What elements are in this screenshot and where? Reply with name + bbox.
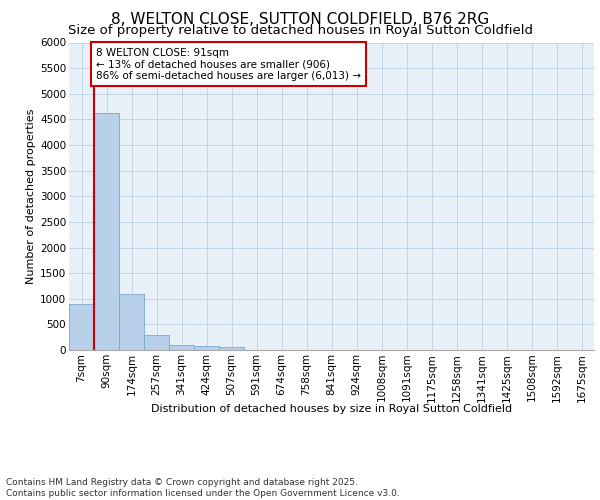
Bar: [94, 113, 119, 350]
Bar: [69, 304, 94, 350]
Text: Contains HM Land Registry data © Crown copyright and database right 2025.
Contai: Contains HM Land Registry data © Crown c…: [6, 478, 400, 498]
Bar: [169, 345, 194, 350]
X-axis label: Distribution of detached houses by size in Royal Sutton Coldfield: Distribution of detached houses by size …: [151, 404, 512, 414]
Bar: [119, 294, 144, 350]
Bar: [219, 348, 244, 350]
Bar: [194, 346, 219, 350]
Bar: [144, 334, 169, 350]
Text: Size of property relative to detached houses in Royal Sutton Coldfield: Size of property relative to detached ho…: [67, 24, 533, 37]
Y-axis label: Number of detached properties: Number of detached properties: [26, 108, 36, 284]
Text: 8, WELTON CLOSE, SUTTON COLDFIELD, B76 2RG: 8, WELTON CLOSE, SUTTON COLDFIELD, B76 2…: [111, 12, 489, 28]
Text: 8 WELTON CLOSE: 91sqm
← 13% of detached houses are smaller (906)
86% of semi-det: 8 WELTON CLOSE: 91sqm ← 13% of detached …: [96, 48, 361, 81]
